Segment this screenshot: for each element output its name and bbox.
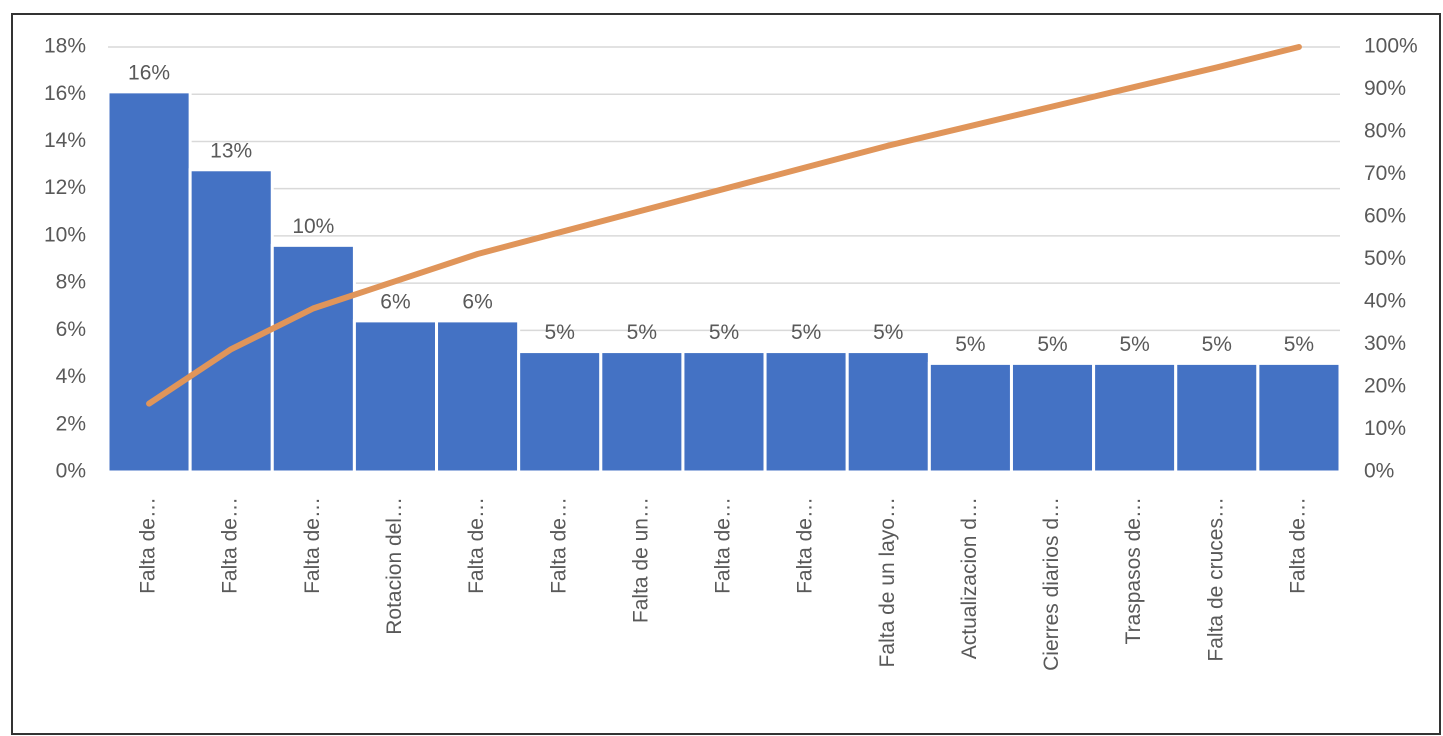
data-label: 6% — [462, 290, 492, 313]
y2-tick-label: 30% — [1364, 332, 1406, 355]
x-tick-label: Falta de… — [794, 497, 817, 594]
x-tick-label: Actualizacion d… — [958, 497, 981, 659]
y-tick-label: 12% — [44, 176, 86, 199]
bar — [599, 350, 685, 474]
x-tick-label: Traspasos de… — [1122, 497, 1145, 644]
y-tick-label: 10% — [44, 223, 86, 246]
bar — [517, 350, 603, 474]
x-tick-label: Falta de… — [712, 497, 735, 594]
bar — [106, 90, 192, 474]
y-tick-label: 8% — [56, 271, 86, 294]
data-label: 5% — [955, 333, 985, 356]
x-tick-label: Falta de… — [547, 497, 570, 594]
y-tick-label: 0% — [56, 460, 86, 483]
x-tick-label: Falta de… — [301, 497, 324, 594]
bar — [845, 350, 931, 474]
x-tick-label: Falta de cruces… — [1204, 497, 1227, 662]
y2-tick-label: 70% — [1364, 162, 1406, 185]
bar — [1174, 361, 1260, 474]
bar — [681, 350, 767, 474]
x-tick-label: Falta de… — [219, 497, 242, 594]
bar — [352, 319, 439, 474]
x-tick-label: Cierres diarios d… — [1040, 497, 1063, 671]
x-tick-label: Falta de un layo… — [876, 497, 899, 667]
data-label: 5% — [1202, 333, 1232, 356]
data-label: 5% — [1284, 333, 1314, 356]
y2-tick-label: 80% — [1364, 120, 1406, 143]
data-label: 5% — [873, 321, 903, 344]
y-tick-label: 16% — [44, 82, 86, 105]
x-tick-label: Falta de… — [465, 497, 488, 594]
cumulative-line — [146, 44, 1302, 407]
y2-tick-label: 90% — [1364, 77, 1406, 100]
data-label: 13% — [210, 139, 252, 162]
bar — [1092, 361, 1178, 474]
y2-tick-label: 0% — [1364, 460, 1394, 483]
data-label: 5% — [791, 321, 821, 344]
data-label: 16% — [128, 61, 170, 84]
y2-tick-label: 20% — [1364, 375, 1406, 398]
y-tick-label: 18% — [44, 35, 86, 58]
y2-tick-label: 100% — [1364, 35, 1418, 58]
y2-tick-label: 10% — [1364, 417, 1406, 440]
data-label: 5% — [1037, 333, 1067, 356]
y2-tick-label: 40% — [1364, 290, 1406, 313]
y-tick-label: 4% — [56, 365, 86, 388]
x-tick-label: Falta de… — [1286, 497, 1309, 594]
bar — [1009, 361, 1096, 474]
x-tick-label: Falta de… — [137, 497, 160, 594]
bar — [188, 168, 274, 474]
bar — [1256, 361, 1342, 474]
x-tick-label: Falta de un… — [629, 497, 652, 623]
x-tick-label: Rotacion del… — [383, 497, 406, 635]
bar — [435, 319, 521, 474]
bar — [270, 243, 356, 474]
data-label: 5% — [545, 321, 575, 344]
y-tick-label: 6% — [56, 318, 86, 341]
y-tick-label: 2% — [56, 412, 86, 435]
data-label: 6% — [380, 290, 410, 313]
y-tick-label: 14% — [44, 129, 86, 152]
data-label: 5% — [1119, 333, 1149, 356]
bar — [763, 350, 849, 474]
y2-tick-label: 60% — [1364, 205, 1406, 228]
data-label: 5% — [709, 321, 739, 344]
y2-tick-label: 50% — [1364, 247, 1406, 270]
bar — [927, 361, 1013, 474]
data-label: 5% — [627, 321, 657, 344]
data-label: 10% — [292, 215, 334, 238]
